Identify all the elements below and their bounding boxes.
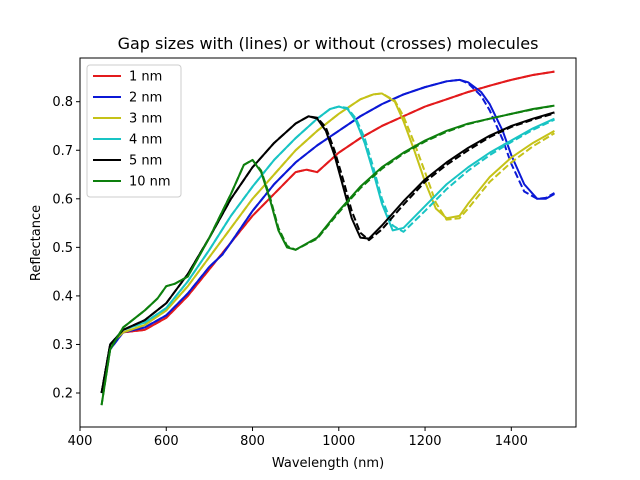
x-tick-label: 1000	[322, 434, 355, 449]
legend: 1 nm 2 nm 3 nm 4 nm 5 nm 10 nm	[86, 64, 182, 198]
y-tick-label: 0.8	[52, 95, 73, 110]
plot-frame	[79, 57, 577, 428]
x-tick-label: 1200	[408, 434, 441, 449]
x-tick-label: 400	[68, 434, 93, 449]
x-tick-label: 1400	[495, 434, 528, 449]
legend-label: 10 nm	[129, 175, 171, 190]
series-line-without-molecules	[100, 112, 555, 394]
x-tick-label: 800	[240, 434, 265, 449]
y-axis-title: Reflectance	[29, 205, 44, 281]
series-line-with-molecules	[100, 111, 555, 394]
chart-title: Gap sizes with (lines) or without (cross…	[118, 34, 539, 53]
y-tick-label: 0.7	[52, 144, 73, 159]
y-tick-label: 0.4	[52, 289, 73, 304]
y-tick-label: 0.5	[52, 241, 73, 256]
y-tick-label: 0.3	[52, 338, 73, 353]
legend-label: 3 nm	[129, 112, 162, 127]
legend-label: 4 nm	[129, 133, 162, 148]
axis-ticks: 400 600 800 1000 1200 1400 0.2 0.3 0.4 0.5 0.6 0.7 0…	[52, 95, 528, 449]
legend-label: 5 nm	[129, 154, 162, 169]
series-line-with-molecules	[100, 70, 555, 394]
y-tick-label: 0.6	[52, 192, 73, 207]
y-tick-label: 0.2	[52, 387, 73, 402]
series-line-with-molecules	[100, 92, 555, 394]
series-line-with-molecules	[100, 105, 555, 394]
legend-label: 2 nm	[129, 91, 162, 106]
plot-area	[100, 70, 555, 406]
legend-label: 1 nm	[129, 70, 162, 85]
series-line-with-molecules	[100, 78, 555, 394]
x-tick-label: 600	[154, 434, 179, 449]
series-line-with-molecules	[100, 104, 555, 406]
x-axis-title: Wavelength (nm)	[272, 456, 384, 471]
